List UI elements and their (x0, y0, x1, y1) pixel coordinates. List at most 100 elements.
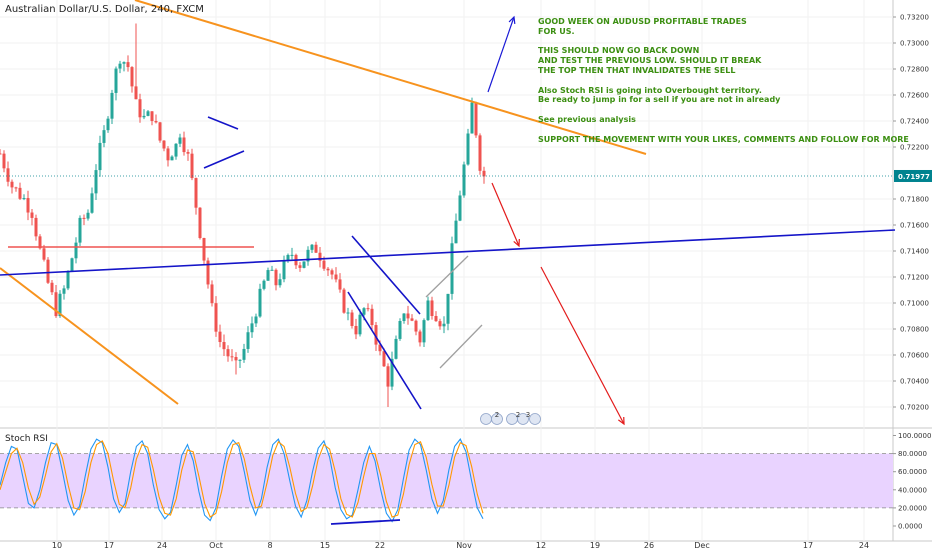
date-tick-label: 10 (52, 541, 62, 550)
annotation-line: THIS SHOULD NOW GO BACK DOWN (538, 46, 700, 56)
candle-body (138, 99, 142, 118)
annotation-line: GOOD WEEK ON AUDUSD PROFITABLE TRADES (538, 17, 747, 26)
annotation-line: Also Stoch RSI is going into Overbought … (538, 85, 762, 95)
candle-body (126, 62, 130, 68)
candle-body (314, 244, 318, 253)
blue-up-arrow-shaft (487, 16, 515, 93)
event-flag-icon (491, 413, 503, 425)
annotation-text-block: GOOD WEEK ON AUDUSD PROFITABLE TRADES FOR… (538, 17, 909, 144)
candle-body (38, 236, 42, 249)
candle-body (154, 121, 158, 123)
event-flag-icon (517, 413, 529, 425)
last-price-badge (894, 169, 932, 182)
candle-body (78, 217, 82, 243)
candle-body (298, 265, 302, 268)
candle-body (210, 284, 214, 304)
candle-body (258, 288, 262, 317)
candle-body (334, 274, 338, 280)
candle-body (462, 164, 466, 196)
candle-body (442, 323, 446, 327)
candle-body (286, 254, 290, 261)
candle-body (30, 212, 34, 218)
candle-body (230, 356, 234, 358)
candle-body (6, 168, 10, 182)
candle-body (186, 152, 190, 154)
price-tick-label: 0.70400 (900, 378, 929, 386)
date-tick-label: 12 (536, 541, 546, 550)
stoch-d-line (0, 440, 484, 518)
candle-body (118, 63, 122, 69)
date-tick-label: Oct (209, 541, 223, 550)
candle-body (174, 143, 178, 157)
date-tick-label: Dec (694, 541, 709, 550)
candle-body (82, 217, 86, 219)
candle-body (354, 325, 358, 335)
candle-body (46, 259, 50, 283)
candle-body (58, 293, 62, 317)
annotation-line: AND TEST THE PREVIOUS LOW. SHOULD IT BRE… (538, 56, 762, 66)
annotation-line: See previous analysis (538, 114, 636, 124)
candle-body (374, 325, 378, 345)
candle-body (406, 313, 410, 319)
candle-body (86, 212, 90, 219)
blue-trendline (0, 229, 896, 276)
candle-body (42, 248, 46, 260)
candlestick-series (0, 23, 486, 407)
date-tick-label: 8 (267, 541, 272, 550)
price-tick-label: 0.72400 (900, 118, 929, 126)
candle-body (470, 102, 474, 134)
price-tick-label: 0.71400 (900, 248, 929, 256)
candle-body (110, 92, 114, 119)
stoch-rsi-label: Stoch RSI (5, 434, 48, 444)
candle-body (338, 279, 342, 290)
symbol-title: Australian Dollar/U.S. Dollar, 240, FXCM (5, 4, 204, 15)
candle-body (162, 140, 166, 149)
candle-body (50, 282, 54, 293)
price-tick-label: 0.72800 (900, 66, 929, 74)
candle-body (330, 270, 334, 275)
price-tick-label: 0.71000 (900, 300, 929, 308)
event-badge-count: 3 (526, 411, 530, 419)
price-tick-label: 0.71800 (900, 196, 929, 204)
stoch-tick-label: 80.0000 (898, 450, 927, 458)
candle-body (158, 122, 162, 141)
stoch-tick-label: 0.0000 (898, 523, 923, 531)
candle-body (482, 170, 486, 177)
candle-body (466, 133, 470, 165)
candle-body (426, 300, 430, 321)
candle-body (382, 351, 386, 367)
red-down-arrow-short (491, 182, 520, 248)
candle-body (402, 313, 406, 321)
stoch-tick-label: 100.0000 (898, 432, 931, 440)
candle-body (322, 260, 326, 269)
candle-body (122, 62, 126, 64)
price-tick-label: 0.73200 (900, 14, 929, 22)
candle-body (394, 338, 398, 359)
candle-body (114, 68, 118, 93)
candle-body (130, 67, 134, 87)
candle-body (250, 323, 254, 333)
candle-body (274, 269, 278, 286)
event-flag-icon (529, 413, 541, 425)
candle-body (430, 300, 434, 316)
annotation-spacer (538, 76, 868, 86)
wedge-upper-line (351, 235, 421, 315)
candle-body (206, 260, 210, 285)
candle-body (2, 153, 6, 169)
candle-body (410, 318, 414, 321)
candle-body (242, 348, 246, 360)
event-badge-count: 2 (516, 411, 520, 419)
red-down-arrow-short-head (513, 238, 520, 248)
date-tick-label: 17 (803, 541, 813, 550)
stoch-tick-label: 20.0000 (898, 504, 927, 512)
candle-body (182, 137, 186, 153)
candle-body (318, 252, 322, 261)
candle-body (146, 111, 150, 116)
candle-body (90, 193, 94, 213)
candle-body (478, 135, 482, 171)
candle-body (26, 198, 30, 213)
channel-lower-line (439, 324, 483, 369)
candle-body (282, 260, 286, 280)
annotation-spacer (538, 37, 868, 47)
candle-body (474, 102, 478, 136)
